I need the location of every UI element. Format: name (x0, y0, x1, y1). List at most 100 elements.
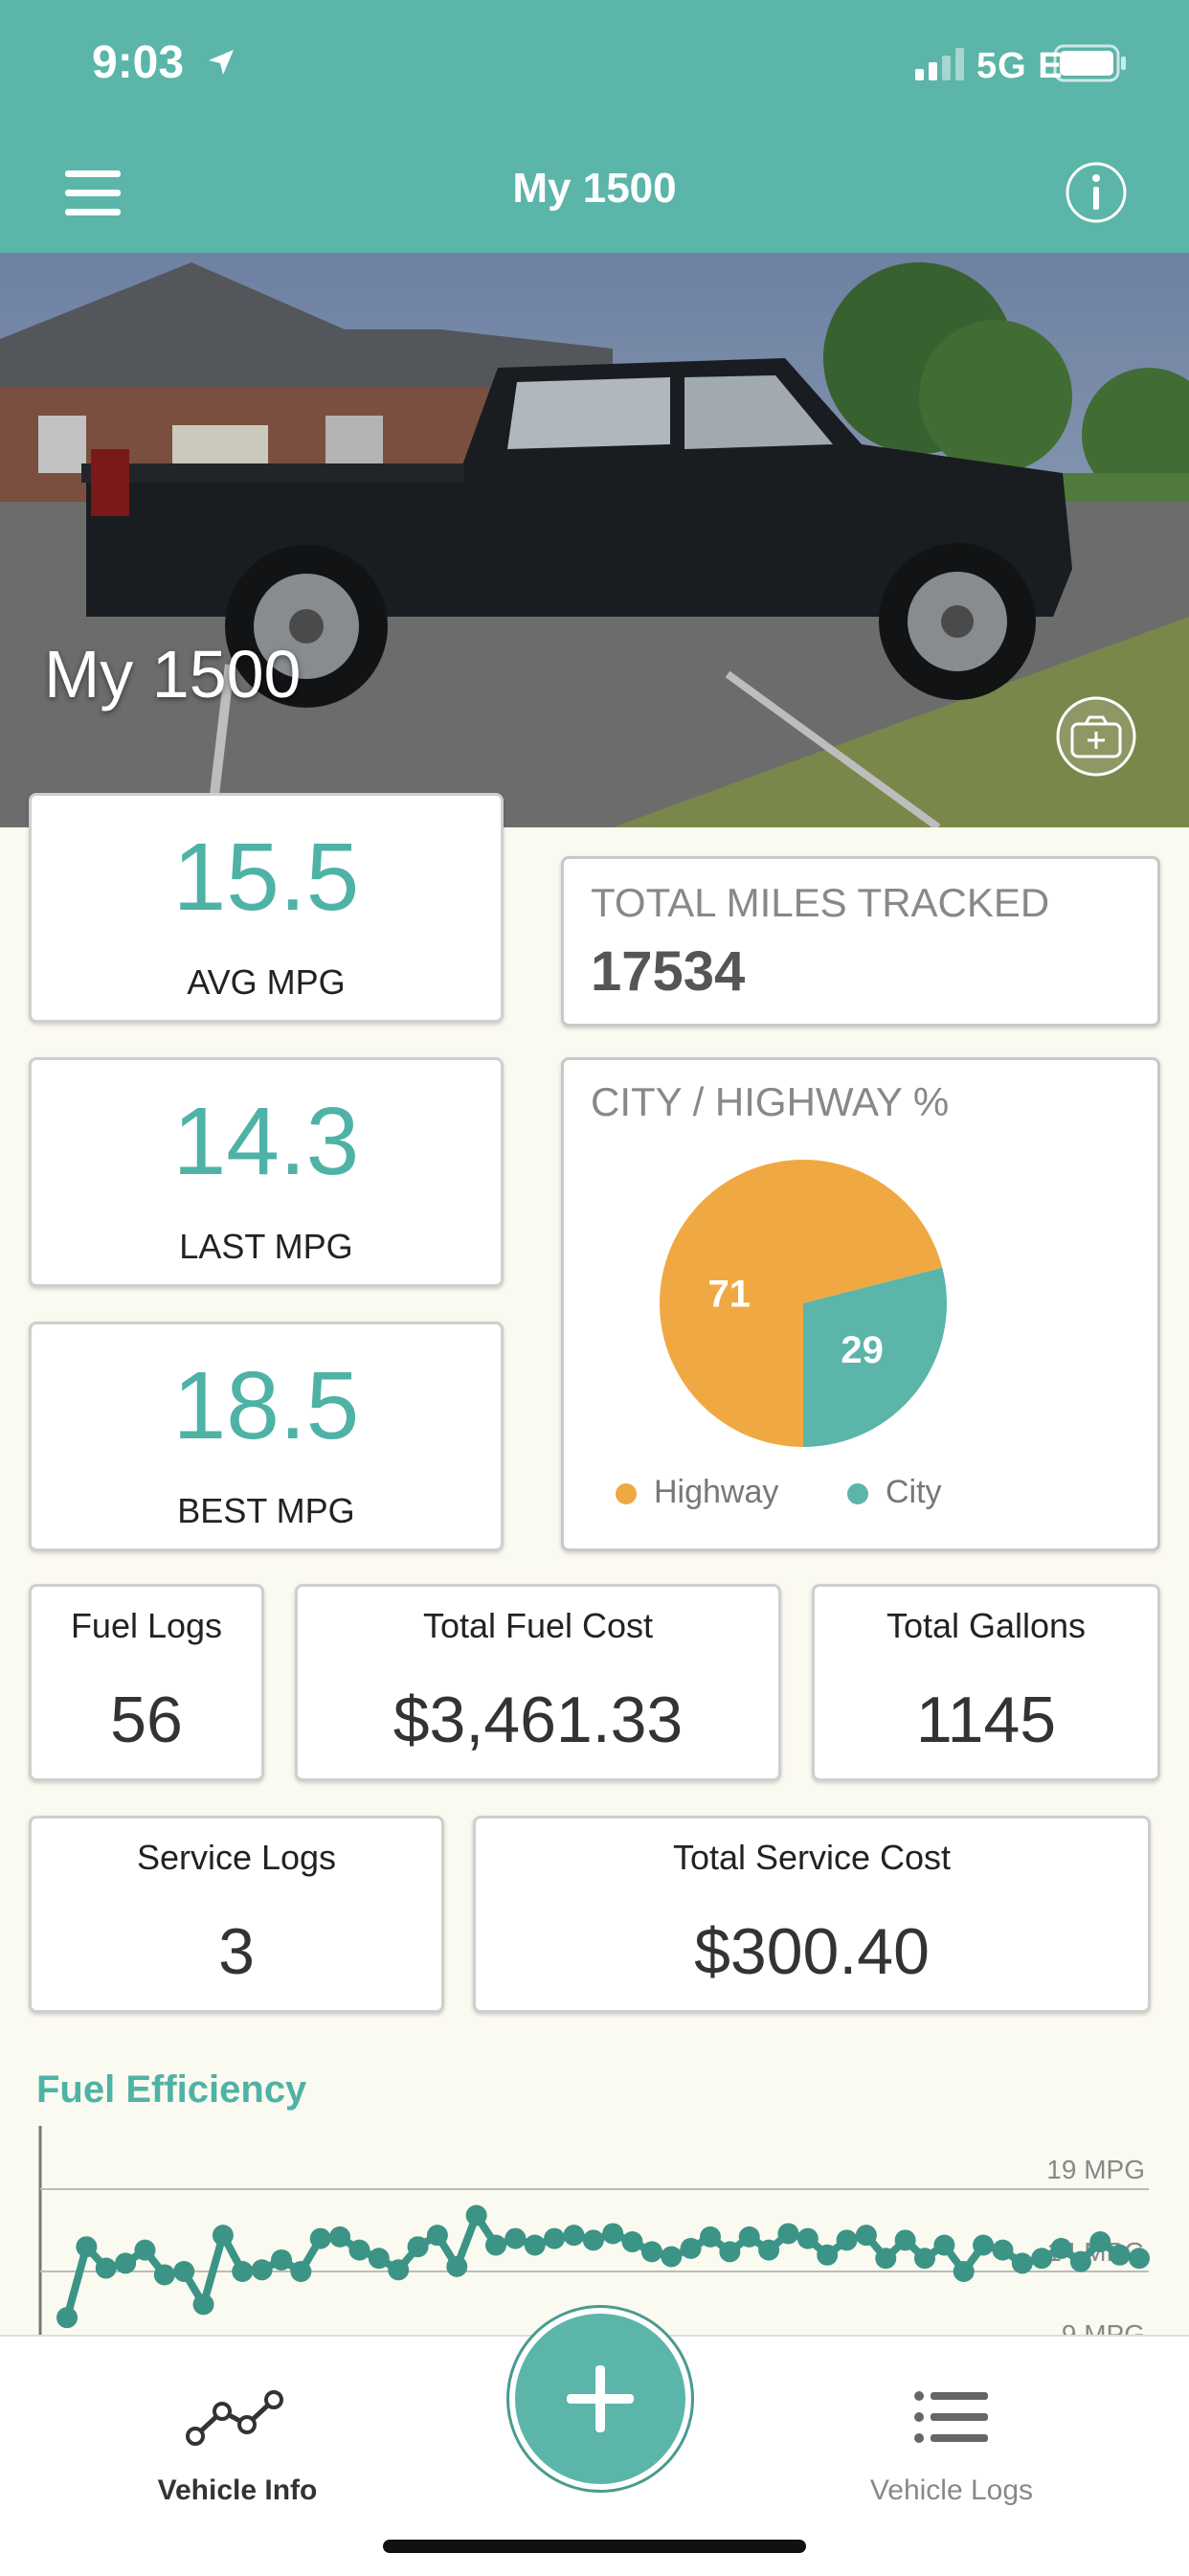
fuel-cost-card[interactable]: Total Fuel Cost $3,461.33 (295, 1584, 781, 1781)
total-gallons-value: 1145 (915, 1683, 1057, 1756)
legend-city-label: City (886, 1474, 942, 1510)
efficiency-point (640, 2241, 662, 2263)
efficiency-point (76, 2236, 98, 2258)
efficiency-point (115, 2252, 137, 2274)
efficiency-point (348, 2239, 370, 2261)
tab-vehicle-info[interactable]: Vehicle Info (142, 2365, 333, 2509)
line-chart-icon (186, 2390, 283, 2446)
tab-bar: Vehicle Info Vehicle Logs (0, 2308, 1189, 2576)
efficiency-point (602, 2223, 624, 2245)
last-mpg-label: LAST MPG (179, 1227, 353, 1266)
service-logs-value: 3 (218, 1915, 255, 1988)
efficiency-point (680, 2237, 702, 2259)
total-gallons-card[interactable]: Total Gallons 1145 (812, 1584, 1160, 1781)
total-miles-value: 17534 (591, 940, 746, 1003)
fuel-logs-card[interactable]: Fuel Logs 56 (29, 1584, 264, 1781)
menu-icon[interactable] (63, 165, 124, 222)
efficiency-point (894, 2229, 916, 2251)
pie-label-highway: 71 (707, 1273, 751, 1315)
legend-highway-label: Highway (654, 1474, 779, 1510)
efficiency-point (700, 2226, 721, 2248)
last-mpg-card[interactable]: 14.3 LAST MPG (29, 1057, 504, 1287)
fuel-efficiency-plot: 19 MPG 14 MPG 9 MPG (38, 2126, 1150, 2335)
info-icon[interactable] (1065, 161, 1128, 224)
efficiency-point (836, 2229, 858, 2251)
network-label: 5G E (976, 46, 1064, 86)
efficiency-point (309, 2227, 331, 2249)
legend-city-dot (847, 1483, 868, 1504)
efficiency-point (719, 2241, 741, 2263)
efficiency-point (1050, 2237, 1072, 2259)
nav-bar: My 1500 (0, 144, 1189, 253)
pie-slice-city (803, 1267, 947, 1447)
efficiency-point (407, 2236, 429, 2258)
tab-vehicle-info-label: Vehicle Info (157, 2474, 318, 2506)
efficiency-point (582, 2229, 604, 2251)
service-logs-title: Service Logs (136, 1838, 337, 1877)
efficiency-point (485, 2234, 506, 2256)
efficiency-point (796, 2227, 819, 2249)
efficiency-point (446, 2255, 468, 2277)
legend-highway-dot (616, 1483, 637, 1504)
plus-icon (567, 2365, 634, 2432)
service-logs-card[interactable]: Service Logs 3 (29, 1816, 444, 2013)
city-highway-title: CITY / HIGHWAY % (591, 1079, 950, 1124)
efficiency-point (192, 2294, 214, 2316)
signal-icon (915, 48, 964, 80)
location-arrow-icon (209, 50, 234, 75)
efficiency-point (914, 2248, 935, 2270)
battery-icon (1053, 44, 1126, 82)
vehicle-photo: My 1500 (0, 253, 1189, 827)
fuel-cost-title: Total Fuel Cost (422, 1606, 654, 1645)
avg-mpg-label: AVG MPG (187, 962, 346, 1002)
efficiency-point (1109, 2244, 1131, 2266)
city-highway-card: CITY / HIGHWAY % 71 29 Highway City (561, 1057, 1160, 1551)
efficiency-points (56, 2204, 1150, 2329)
efficiency-point (953, 2261, 975, 2282)
tick-label-bottom: 9 MPG (1062, 2319, 1145, 2335)
efficiency-point (426, 2225, 448, 2247)
efficiency-point (368, 2248, 390, 2270)
status-time: 9:03 (92, 37, 185, 88)
status-bar: 9:03 5G E (0, 0, 1189, 144)
pie-slice-highway (660, 1160, 943, 1447)
fuel-efficiency-title: Fuel Efficiency (36, 2068, 307, 2111)
list-icon (914, 2391, 988, 2443)
fuel-efficiency-chart: 19 MPG 14 MPG 9 MPG (0, 2126, 1189, 2335)
vehicle-name-overlay: My 1500 (44, 637, 302, 712)
add-photo-icon[interactable] (1055, 695, 1137, 778)
efficiency-point (1011, 2252, 1033, 2274)
total-miles-card: TOTAL MILES TRACKED 17534 (561, 856, 1160, 1027)
efficiency-point (973, 2234, 995, 2256)
efficiency-point (621, 2231, 643, 2253)
service-cost-value: $300.40 (694, 1915, 930, 1988)
last-mpg-value: 14.3 (172, 1088, 360, 1195)
efficiency-point (1129, 2248, 1150, 2270)
efficiency-point (661, 2246, 683, 2268)
avg-mpg-value: 15.5 (172, 824, 360, 931)
efficiency-point (465, 2204, 487, 2226)
add-log-button[interactable] (509, 2308, 691, 2490)
efficiency-point (992, 2239, 1014, 2261)
tab-vehicle-logs[interactable]: Vehicle Logs (856, 2365, 1047, 2509)
efficiency-point (388, 2259, 410, 2281)
total-miles-label: TOTAL MILES TRACKED (591, 880, 1050, 925)
efficiency-point (933, 2234, 955, 2256)
best-mpg-card[interactable]: 18.5 BEST MPG (29, 1322, 504, 1551)
efficiency-point (563, 2225, 585, 2247)
avg-mpg-card[interactable]: 15.5 AVG MPG (29, 793, 504, 1023)
service-cost-card[interactable]: Total Service Cost $300.40 (473, 1816, 1151, 2013)
service-cost-title: Total Service Cost (672, 1838, 952, 1877)
efficiency-point (505, 2227, 527, 2249)
city-highway-pie: 71 29 (660, 1160, 947, 1447)
efficiency-point (1069, 2250, 1091, 2272)
efficiency-point (817, 2244, 839, 2266)
efficiency-point (212, 2225, 234, 2247)
fuel-cost-value: $3,461.33 (393, 1683, 684, 1756)
best-mpg-value: 18.5 (172, 1352, 360, 1459)
tab-vehicle-logs-label: Vehicle Logs (869, 2474, 1034, 2506)
efficiency-point (153, 2264, 175, 2286)
efficiency-point (95, 2257, 117, 2279)
nav-title: My 1500 (512, 165, 677, 212)
total-gallons-title: Total Gallons (886, 1606, 1087, 1645)
